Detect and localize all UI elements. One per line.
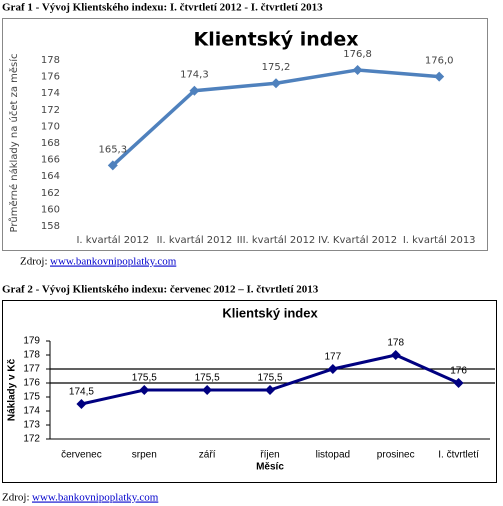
y-tick-label: 173 bbox=[23, 420, 40, 431]
data-point bbox=[327, 364, 338, 374]
x-tick-label: III. kvartál 2012 bbox=[237, 234, 316, 246]
data-label: 175,5 bbox=[195, 373, 220, 384]
data-label: 165,3 bbox=[98, 144, 127, 155]
y-tick-label: 176 bbox=[41, 72, 60, 83]
data-label: 175,5 bbox=[132, 373, 157, 384]
x-tick-label: I. kvartál 2012 bbox=[76, 234, 149, 246]
x-tick-label: I. čtvrtletí bbox=[438, 450, 479, 461]
y-tick-label: 158 bbox=[41, 221, 60, 232]
x-tick-label: IV. Kvartál 2012 bbox=[318, 234, 397, 246]
y-tick-label: 168 bbox=[41, 138, 60, 149]
x-tick-label: II. kvartál 2012 bbox=[157, 234, 233, 246]
data-point bbox=[107, 160, 118, 171]
source-label: Zdroj: bbox=[2, 492, 30, 504]
data-point bbox=[139, 385, 150, 395]
y-tick-label: 178 bbox=[41, 55, 60, 66]
x-tick-label: listopad bbox=[316, 450, 350, 461]
data-label: 174,3 bbox=[180, 70, 209, 81]
x-tick-label: prosinec bbox=[377, 450, 415, 461]
x-tick-label: září bbox=[199, 450, 216, 461]
data-label: 176 bbox=[450, 366, 467, 377]
data-point bbox=[390, 350, 401, 360]
x-tick-label: říjen bbox=[260, 450, 279, 461]
x-tick-label: srpen bbox=[132, 450, 157, 461]
data-point bbox=[202, 385, 213, 395]
y-tick-label: 172 bbox=[23, 434, 40, 445]
x-tick-label: červenec bbox=[61, 450, 102, 461]
data-point bbox=[453, 378, 464, 388]
y-tick-label: 179 bbox=[23, 336, 40, 347]
y-tick-label: 166 bbox=[41, 155, 60, 166]
y-tick-label: 178 bbox=[23, 350, 40, 361]
y-axis-label: Náklady v Kč bbox=[7, 358, 18, 421]
data-point bbox=[352, 64, 363, 75]
data-label: 178 bbox=[387, 338, 404, 349]
y-tick-label: 160 bbox=[41, 204, 60, 215]
data-point bbox=[265, 385, 275, 395]
data-point bbox=[189, 85, 200, 96]
data-label: 176,8 bbox=[343, 49, 372, 60]
chart-title: Klientský index bbox=[194, 29, 359, 51]
data-label: 174,5 bbox=[69, 387, 94, 398]
y-tick-label: 176 bbox=[23, 378, 40, 389]
x-tick-label: I. kvartál 2013 bbox=[403, 234, 476, 246]
y-tick-label: 170 bbox=[41, 121, 60, 132]
data-label: 175,5 bbox=[257, 373, 282, 384]
y-axis-label: Průměrné náklady na účet za měsíc bbox=[8, 53, 20, 232]
chart-frame bbox=[2, 300, 497, 483]
y-tick-label: 175 bbox=[23, 392, 40, 403]
y-tick-label: 172 bbox=[41, 105, 60, 116]
caption: Graf 2 - Vývoj Klientského indexu: červe… bbox=[2, 284, 319, 296]
y-tick-label: 164 bbox=[41, 171, 60, 182]
data-label: 176,0 bbox=[425, 56, 454, 67]
data-label: 175,2 bbox=[262, 62, 291, 73]
data-point bbox=[271, 78, 281, 89]
caption: Graf 1 - Vývoj Klientského indexu: I. čt… bbox=[2, 2, 323, 14]
y-tick-label: 174 bbox=[41, 88, 60, 99]
y-tick-label: 177 bbox=[23, 364, 40, 375]
data-point bbox=[434, 71, 445, 82]
data-point bbox=[76, 399, 87, 409]
chart-title: Klientský index bbox=[222, 305, 318, 320]
data-label: 177 bbox=[325, 352, 342, 363]
y-tick-label: 174 bbox=[23, 406, 40, 417]
y-tick-label: 162 bbox=[41, 188, 60, 199]
x-axis-label: Měsíc bbox=[256, 462, 284, 473]
source-label: Zdroj: bbox=[20, 256, 48, 268]
chart-frame bbox=[2, 18, 488, 251]
source-link[interactable]: www.bankovnipoplatky.com bbox=[50, 256, 177, 268]
source-link[interactable]: www.bankovnipoplatky.com bbox=[32, 492, 159, 504]
